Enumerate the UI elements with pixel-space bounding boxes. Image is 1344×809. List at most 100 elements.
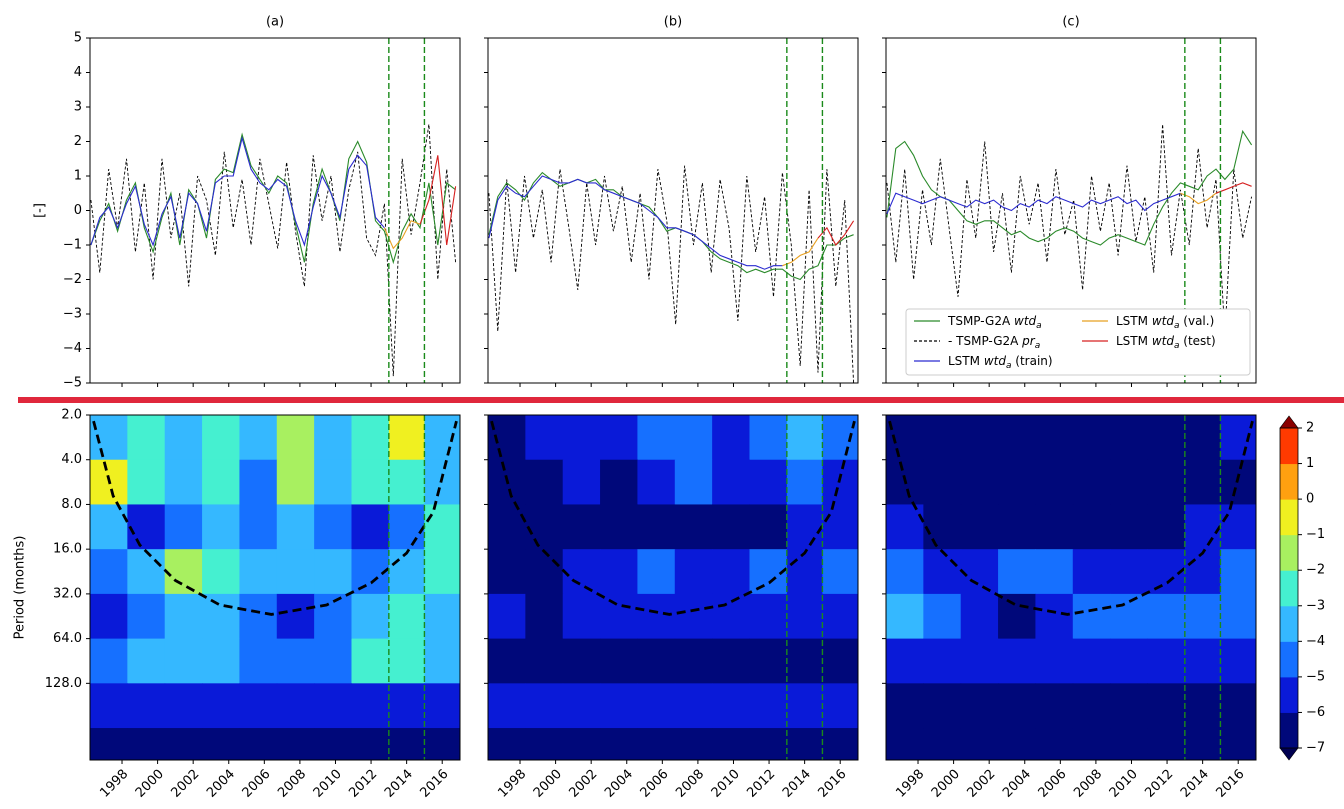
legend-box <box>905 308 1251 376</box>
heat-cell <box>1072 504 1111 550</box>
heat-cell <box>276 549 315 595</box>
heat-cell <box>637 504 676 550</box>
heat-cell <box>525 638 564 684</box>
heat-cell <box>488 549 526 595</box>
colorbar-tick-label: −7 <box>1306 741 1325 756</box>
heat-cell <box>1147 459 1186 505</box>
heat-cell <box>351 415 390 461</box>
heat-cell <box>786 415 823 461</box>
heat-cell <box>1072 683 1111 729</box>
heat-cell <box>525 549 564 595</box>
heat-cell <box>998 683 1036 729</box>
heat-cell <box>127 415 166 461</box>
y-tick-label: −3 <box>63 307 82 322</box>
legend-label: LSTM wtda (test) <box>1116 334 1216 351</box>
heat-cell <box>998 504 1036 550</box>
heat-cell <box>1184 459 1221 505</box>
x-tick-label: 2016 <box>816 767 850 801</box>
legend-label: TSMP-G2A wtda <box>947 314 1042 331</box>
x-tick-label: 2004 <box>602 767 636 801</box>
heat-cell <box>314 549 352 595</box>
heat-cell <box>1147 504 1186 550</box>
heat-cell <box>488 504 526 550</box>
heat-cell <box>351 728 390 760</box>
colorbar-tick-label: −4 <box>1306 634 1325 649</box>
heat-cell <box>674 593 713 640</box>
heat-cell <box>127 504 166 550</box>
y-tick-label: 32.0 <box>53 586 82 601</box>
heat-cell <box>164 415 203 461</box>
heat-cell <box>1220 549 1256 595</box>
colorbar-frame <box>1279 427 1299 749</box>
heat-cell <box>314 728 352 760</box>
heat-cell <box>786 638 823 684</box>
heat-cell <box>164 593 203 640</box>
y-axis-label: [-] <box>33 203 48 218</box>
x-tick-label: 2000 <box>929 767 963 801</box>
x-tick-label: 2006 <box>1036 767 1070 801</box>
plot-area <box>886 415 1256 760</box>
y-tick-label: −2 <box>63 272 82 287</box>
heat-cell <box>1147 638 1186 684</box>
heat-cell <box>923 728 962 760</box>
heat-cell <box>388 504 425 550</box>
heat-cell <box>562 728 601 760</box>
x-tick-label: 2008 <box>275 767 309 801</box>
heat-cell <box>749 459 788 505</box>
heat-cell <box>786 459 823 505</box>
plot-area <box>90 124 457 377</box>
heat-cell <box>351 638 390 684</box>
heat-cell <box>822 683 858 729</box>
x-tick-label: 2006 <box>240 767 274 801</box>
heat-cell <box>90 504 128 550</box>
heat-cell <box>164 549 203 595</box>
heat-cell <box>674 459 713 505</box>
heat-cell <box>923 549 962 595</box>
heat-cell <box>886 638 924 684</box>
heat-cell <box>1220 683 1256 729</box>
heat-cell <box>600 549 638 595</box>
heat-cell <box>1110 683 1148 729</box>
heat-cell <box>1035 638 1074 684</box>
heat-cell <box>923 459 962 505</box>
heat-cell <box>886 728 924 760</box>
panel-title: (b) <box>664 15 682 30</box>
heat-cell <box>712 728 750 760</box>
heat-cell <box>562 504 601 550</box>
x-tick-label: 1998 <box>97 767 131 801</box>
heat-cell <box>786 593 823 640</box>
x-tick-label: 2004 <box>204 767 238 801</box>
heat-cell <box>886 593 924 640</box>
heat-cell <box>1220 459 1256 505</box>
heat-cell <box>600 638 638 684</box>
heat-cell <box>1110 459 1148 505</box>
heat-cell <box>202 459 240 505</box>
heat-cell <box>998 415 1036 461</box>
heat-cell <box>1184 415 1221 461</box>
heat-cell <box>90 593 128 640</box>
heat-cell <box>822 504 858 550</box>
colorbar-band <box>1280 534 1298 571</box>
heat-cell <box>1035 504 1074 550</box>
heat-cell <box>960 504 999 550</box>
heat-cell <box>749 593 788 640</box>
heat-cell <box>1110 638 1148 684</box>
heat-cell <box>127 593 166 640</box>
heat-cell <box>388 638 425 684</box>
cone-of-influence <box>92 420 458 616</box>
heat-cell <box>1035 549 1074 595</box>
legend-label: LSTM wtda (train) <box>948 354 1053 371</box>
heat-cell <box>488 728 526 760</box>
heat-cell <box>276 415 315 461</box>
heat-cell <box>127 728 166 760</box>
panel: 1998 2000 2002 2004 2006 2008 2010 2012 2014 2016 <box>484 414 859 801</box>
heat-cell <box>276 593 315 640</box>
heat-cell <box>239 504 278 550</box>
heat-cell <box>239 459 278 505</box>
heat-cell <box>1035 683 1074 729</box>
series-line <box>886 192 1181 215</box>
y-axis-label: Period (months) <box>13 536 28 640</box>
heat-cell <box>314 459 352 505</box>
x-tick-label: 2008 <box>1071 767 1105 801</box>
